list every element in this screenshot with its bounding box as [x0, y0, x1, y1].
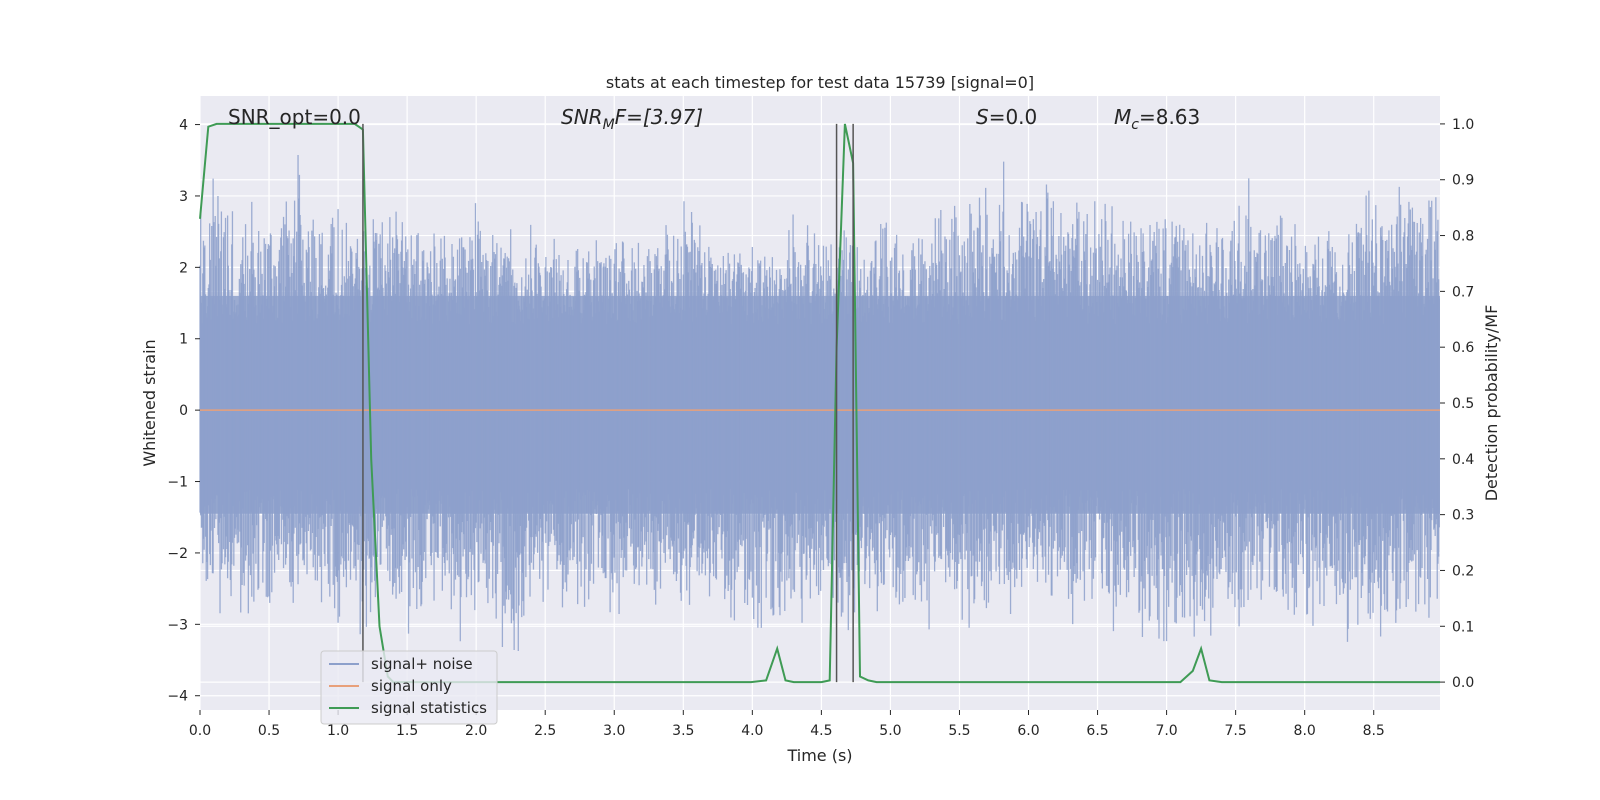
y-tick-label: 3 — [179, 189, 188, 205]
x-tick-label: 2.5 — [534, 723, 556, 739]
x-tick-label: 4.0 — [741, 723, 763, 739]
y-tick-label: −3 — [167, 617, 188, 633]
x-tick-label: 5.5 — [948, 723, 970, 739]
x-axis-label: Time (s) — [786, 746, 852, 765]
annotation-mc-sub: c — [1131, 117, 1139, 133]
y-axis-label: Whitened strain — [140, 339, 159, 466]
y2-axis-label: Detection probability/MF — [1482, 305, 1501, 502]
annotation-s-rest: =0.0 — [989, 105, 1038, 129]
annotation-snr-opt: SNR_opt=0.0 — [228, 105, 361, 129]
x-tick-label: 4.5 — [810, 723, 832, 739]
x-tick-label: 3.5 — [672, 723, 694, 739]
legend-label-signal-noise: signal+ noise — [371, 655, 473, 673]
x-tick-label: 3.0 — [603, 723, 625, 739]
annotation-mc-rest: =8.63 — [1139, 105, 1200, 129]
vertical-lines — [362, 123, 854, 683]
annotation-snr-mf: SNRMF=[3.97] — [561, 105, 703, 133]
y-tick-label: 1 — [179, 332, 188, 348]
y2-tick-label: 0.0 — [1452, 675, 1474, 691]
y2-tick-label: 0.5 — [1452, 396, 1474, 412]
x-tick-label: 1.0 — [327, 723, 349, 739]
y2-tick-label: 0.2 — [1452, 563, 1474, 579]
annotation-mc-main: M — [1114, 105, 1131, 129]
y2-tick-label: 0.1 — [1452, 619, 1474, 635]
legend-label-signal-only: signal only — [371, 677, 452, 695]
y2-tick-label: 0.3 — [1452, 508, 1474, 524]
chart-title: stats at each timestep for test data 157… — [606, 73, 1034, 92]
y2-tick-label: 0.6 — [1452, 340, 1474, 356]
annotation-s-main: S — [976, 105, 989, 129]
legend-box — [320, 650, 498, 725]
x-tick-label: 0.5 — [258, 723, 280, 739]
annotation-mc: Mc=8.63 — [1114, 105, 1200, 133]
annotation-snr-mf-main: SNR — [561, 105, 603, 129]
y2-tick-label: 0.9 — [1452, 173, 1474, 189]
y2-tick-label: 1.0 — [1452, 117, 1474, 133]
legend-label-signal-statistics: signal statistics — [371, 699, 487, 717]
x-tick-label: 7.5 — [1225, 723, 1247, 739]
x-tick-label: 5.0 — [879, 723, 901, 739]
x-tick-label: 7.0 — [1155, 723, 1177, 739]
y2-tick-label: 0.7 — [1452, 284, 1474, 300]
x-tick-label: 0.0 — [189, 723, 211, 739]
y-tick-label: −4 — [167, 689, 188, 705]
y-tick-label: −2 — [167, 546, 188, 562]
x-tick-label: 1.5 — [396, 723, 418, 739]
annotation-snr-mf-sub: M — [603, 117, 615, 133]
x-tick-label: 6.5 — [1086, 723, 1108, 739]
annotation-snr-mf-rest: F=[3.97] — [615, 105, 703, 129]
y-tick-label: 0 — [179, 403, 188, 419]
x-tick-label: 6.0 — [1017, 723, 1039, 739]
ticks: 0.0 0.5 1.0 1.5 2.0 2.5 3.0 3.5 4.0 4.5 5.0 5.5 6.0 6… — [167, 117, 1474, 739]
y-tick-label: −1 — [167, 475, 188, 491]
legend: signal+ noise signal only signal statist… — [320, 650, 498, 725]
y2-tick-label: 0.8 — [1452, 229, 1474, 245]
x-tick-label: 8.5 — [1363, 723, 1385, 739]
series-line-signal-statistics — [199, 122, 1440, 684]
annotation-s: S=0.0 — [976, 105, 1037, 129]
y-tick-label: 2 — [179, 260, 188, 276]
line-series — [199, 122, 1440, 684]
y2-tick-label: 0.4 — [1452, 452, 1474, 468]
x-tick-label: 8.0 — [1294, 723, 1316, 739]
y-tick-label: 4 — [179, 118, 188, 134]
x-tick-label: 2.0 — [465, 723, 487, 739]
